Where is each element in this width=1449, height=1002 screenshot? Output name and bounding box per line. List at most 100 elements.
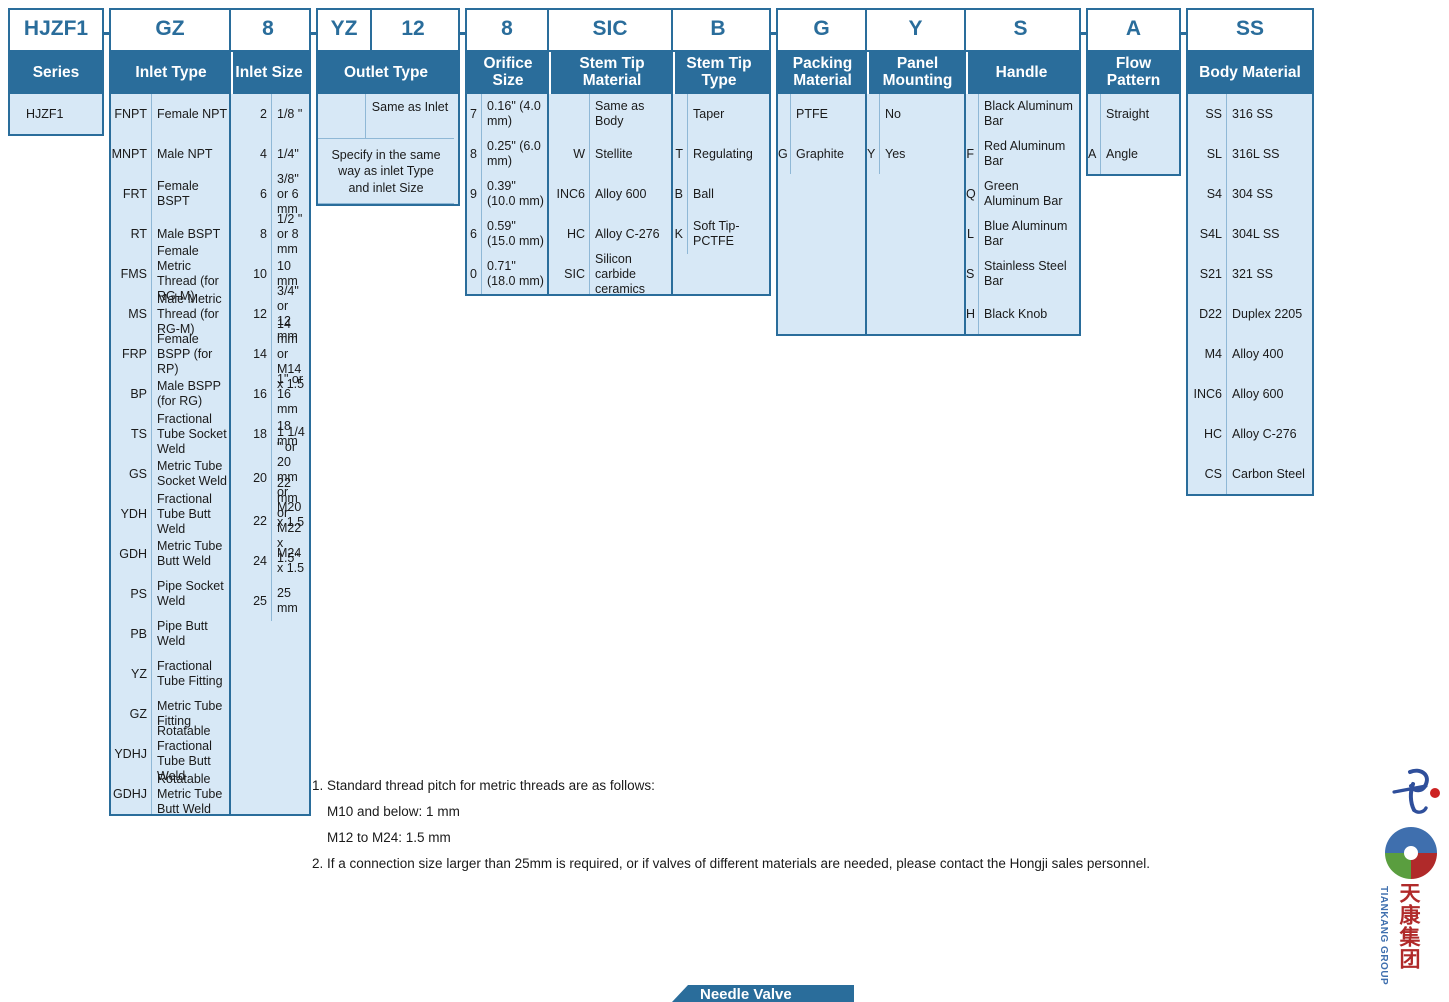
option-desc: 0.59" (15.0 mm)	[481, 214, 547, 254]
list-item[interactable]: SIC Silicon carbide ceramics	[549, 252, 671, 296]
code-panel-mounting[interactable]: Y	[867, 10, 966, 50]
list-item[interactable]: 6 3/8" or 6 mm	[231, 172, 305, 216]
list-item[interactable]: 8 0.25" (6.0 mm)	[467, 134, 547, 174]
list-item[interactable]: 7 0.16" (4.0 mm)	[467, 94, 547, 134]
list-item[interactable]: 25 25 mm	[231, 581, 305, 621]
list-item[interactable]: 9 0.39" (10.0 mm)	[467, 174, 547, 214]
list-item[interactable]: YDHJ Rotatable Fractional Tube Butt Weld	[111, 724, 229, 783]
code-packing-material[interactable]: G	[778, 10, 867, 50]
header-row: Inlet Type Inlet Size	[111, 50, 309, 94]
option-code: HC	[1203, 427, 1222, 441]
list-item[interactable]: W Stellite	[549, 134, 671, 174]
company-logo: 天康集团 TIANKANG GROUP	[1378, 762, 1444, 1002]
option-desc: Rotatable Metric Tube Butt Weld	[151, 772, 229, 816]
list-item[interactable]: MS Male Metric Thread (for RG-M)	[111, 292, 229, 336]
code-handle[interactable]: S	[1013, 17, 1028, 40]
list-item[interactable]: INC6 Alloy 600	[1188, 374, 1312, 414]
list-item[interactable]: T Regulating	[673, 134, 763, 174]
code-outlet-type[interactable]: YZ	[318, 10, 372, 50]
list-item[interactable]: A Angle	[1088, 134, 1179, 174]
list-item[interactable]: S21 321 SS	[1188, 254, 1312, 294]
list-item[interactable]: HC Alloy C-276	[1188, 414, 1312, 454]
option-desc: Silicon carbide ceramics	[589, 252, 671, 296]
option-desc: Black Knob	[978, 294, 1075, 334]
brand-name-english: TIANKANG GROUP	[1378, 886, 1389, 986]
list-item[interactable]: FMS Female Metric Thread (for RG-M)	[111, 244, 229, 303]
list-item[interactable]: TS Fractional Tube Socket Weld	[111, 412, 229, 456]
list-item[interactable]: 22 22 mm or M22 x 1.5"	[231, 476, 305, 565]
code-outlet-size[interactable]: 12	[401, 17, 425, 40]
header-panel-mounting: Panel Mounting	[867, 52, 966, 94]
code-inlet-type[interactable]: GZ	[111, 10, 231, 50]
list-item[interactable]: YZ Fractional Tube Fitting	[111, 654, 229, 694]
list-item[interactable]: 8 1/2 " or 8 mm	[231, 212, 305, 256]
list-item[interactable]: FRT Female BSPT	[111, 174, 229, 214]
list-item[interactable]: H Black Knob	[966, 294, 1075, 334]
list-item[interactable]: B Ball	[673, 174, 763, 214]
code-inlet-size[interactable]: 8	[262, 17, 274, 40]
option-desc: Metric Tube Socket Weld	[151, 454, 229, 494]
code-body-material[interactable]: SS	[1235, 17, 1264, 40]
group-packing-panel-handle: G Y S Packing Material Panel Mounting Ha…	[776, 8, 1086, 336]
list-item[interactable]: 2 1/8 "	[231, 94, 305, 134]
footnote-1-sub-2: M12 to M24: 1.5 mm	[327, 829, 451, 845]
list-item[interactable]: K Soft Tip-PCTFE	[673, 214, 763, 254]
code-row: GZ 8	[111, 10, 309, 50]
option-desc: Stainless Steel Bar	[978, 254, 1075, 294]
list-item[interactable]: 16 1" or 16 mm	[231, 372, 305, 416]
list-item[interactable]: M4 Alloy 400	[1188, 334, 1312, 374]
option-desc: Pipe Butt Weld	[151, 614, 229, 654]
column-orifice-size: 7 0.16" (4.0 mm) 8 0.25" (6.0 mm) 9 0.39" (10…	[467, 94, 549, 294]
list-item[interactable]: Q Green Aluminum Bar	[966, 174, 1075, 214]
list-item[interactable]: GZ Metric Tube Fitting	[111, 694, 229, 734]
code-orifice-size[interactable]: 8	[467, 10, 549, 50]
list-item[interactable]: 18 18 mm	[231, 414, 305, 454]
list-item[interactable]: S Stainless Steel Bar	[966, 254, 1075, 294]
list-item[interactable]: PS Pipe Socket Weld	[111, 574, 229, 614]
list-item[interactable]: GDH Metric Tube Butt Weld	[111, 534, 229, 574]
list-item[interactable]: Straight	[1088, 94, 1179, 134]
option-desc: No	[879, 94, 964, 134]
list-item[interactable]: MNPT Male NPT	[111, 134, 229, 174]
list-item[interactable]: PB Pipe Butt Weld	[111, 614, 229, 654]
list-item[interactable]: BP Male BSPP (for RG)	[111, 374, 229, 414]
list-item[interactable]: 14 14 mm or M14 x 1.5	[231, 317, 305, 391]
header-stem-tip-material: Stem Tip Material	[549, 52, 673, 94]
list-item[interactable]: GDHJ Rotatable Metric Tube Butt Weld	[111, 772, 229, 816]
code-stem-tip-type[interactable]: B	[710, 17, 726, 40]
list-item[interactable]: S4 304 SS	[1188, 174, 1312, 214]
code-flow-pattern[interactable]: A	[1125, 17, 1142, 40]
list-item[interactable]: S4L 304L SS	[1188, 214, 1312, 254]
option-desc: 25 mm	[271, 581, 305, 621]
list-item[interactable]: PTFE	[778, 94, 865, 134]
list-item[interactable]: Same as Body	[549, 94, 671, 134]
list-item[interactable]: 10 10 mm	[231, 254, 305, 294]
list-item[interactable]: SL 316L SS	[1188, 134, 1312, 174]
list-item[interactable]: FRP Female BSPP (for RP)	[111, 332, 229, 376]
list-item[interactable]: HJZF1	[10, 94, 102, 134]
list-item[interactable]: No	[867, 94, 964, 134]
list-item[interactable]: Taper	[673, 94, 763, 134]
code-series[interactable]: HJZF1	[23, 17, 89, 40]
list-item[interactable]: 4 1/4"	[231, 134, 305, 174]
list-item[interactable]: FNPT Female NPT	[111, 94, 229, 134]
list-item[interactable]: F Red Aluminum Bar	[966, 134, 1075, 174]
list-item[interactable]: L Blue Aluminum Bar	[966, 214, 1075, 254]
footnote-1: 1. Standard thread pitch for metric thre…	[312, 778, 1272, 795]
code-stem-tip-material[interactable]: SIC	[549, 10, 673, 50]
list-item[interactable]: INC6 Alloy 600	[549, 174, 671, 214]
list-item[interactable]: 6 0.59" (15.0 mm)	[467, 214, 547, 254]
option-desc: Duplex 2205	[1226, 294, 1312, 334]
list-item[interactable]: 0 0.71" (18.0 mm)	[467, 254, 547, 294]
list-item[interactable]: GS Metric Tube Socket Weld	[111, 454, 229, 494]
list-item[interactable]: Black Aluminum Bar	[966, 94, 1075, 134]
list-item[interactable]: HC Alloy C-276	[549, 214, 671, 254]
list-item[interactable]: 24 M24 x 1.5	[231, 541, 305, 581]
list-item[interactable]: SS 316 SS	[1188, 94, 1312, 134]
list-item[interactable]: G Graphite	[778, 134, 865, 174]
list-item[interactable]: YDH Fractional Tube Butt Weld	[111, 492, 229, 536]
list-item[interactable]: CS Carbon Steel	[1188, 454, 1312, 494]
list-item[interactable]: D22 Duplex 2205	[1188, 294, 1312, 334]
list-item[interactable]: RT Male BSPT	[111, 214, 229, 254]
list-item[interactable]: Y Yes	[867, 134, 964, 174]
